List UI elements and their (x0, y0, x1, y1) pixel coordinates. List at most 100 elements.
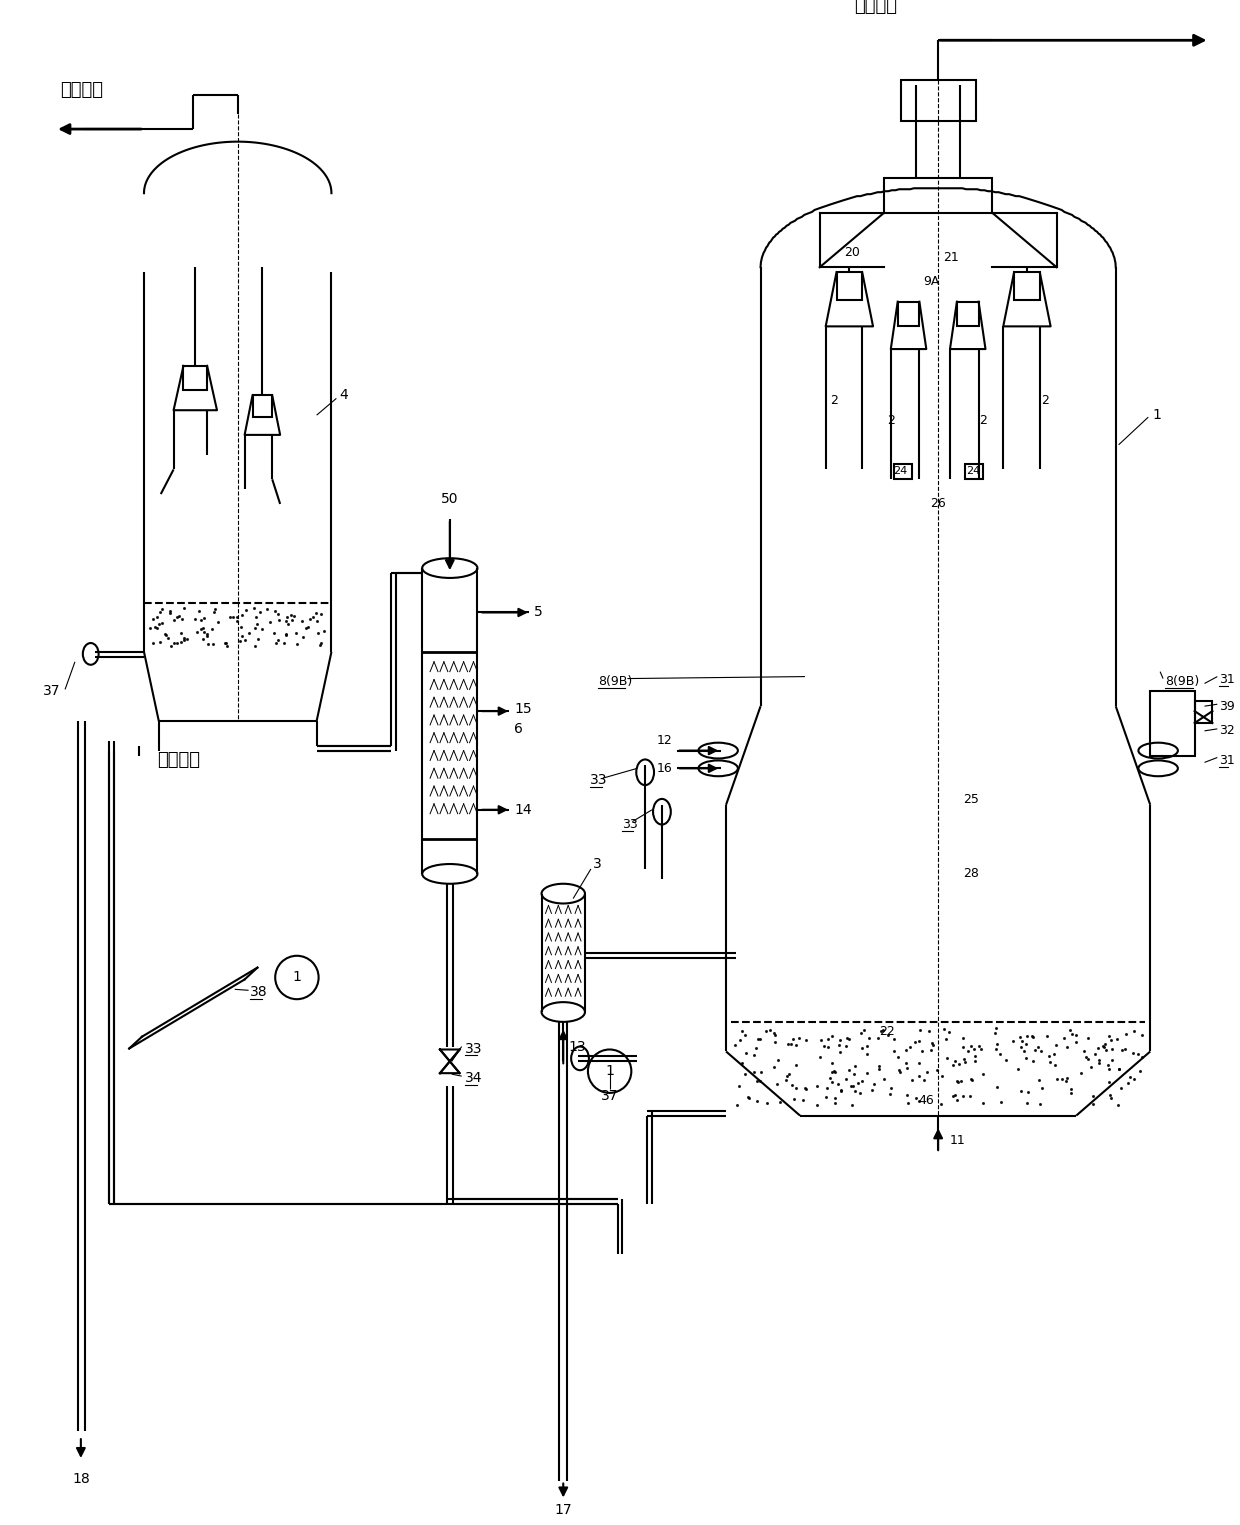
Point (1071, 1061, 1091, 1086)
Point (965, 1043, 985, 1068)
Point (884, 1039, 904, 1063)
Point (748, 1089, 768, 1113)
Point (986, 1016, 1006, 1040)
Point (175, 628, 195, 653)
Text: 3: 3 (593, 857, 601, 871)
Point (248, 627, 268, 651)
Point (822, 1069, 842, 1093)
Point (310, 633, 330, 657)
Point (1052, 1068, 1071, 1092)
Point (897, 1083, 916, 1107)
Point (1024, 1037, 1044, 1061)
Point (952, 1026, 972, 1051)
Point (961, 1066, 981, 1090)
Bar (1151, 691, 1194, 755)
Point (283, 608, 303, 633)
Point (739, 1086, 759, 1110)
Point (954, 1034, 973, 1058)
Point (874, 1066, 894, 1090)
Point (144, 630, 164, 654)
Point (962, 1068, 982, 1092)
Point (869, 1057, 889, 1081)
Point (836, 1066, 856, 1090)
Point (777, 1031, 797, 1055)
Point (945, 1083, 965, 1107)
Point (991, 1090, 1011, 1115)
Point (260, 610, 280, 634)
Point (1003, 1029, 1023, 1054)
Text: 32: 32 (1219, 724, 1235, 738)
Point (1063, 1022, 1083, 1046)
Point (1081, 1055, 1101, 1080)
Point (238, 621, 258, 645)
Point (828, 1072, 848, 1096)
Text: 再生烟气: 再生烟气 (60, 81, 103, 99)
Point (786, 1077, 806, 1101)
Point (996, 1048, 1016, 1072)
Point (756, 1090, 776, 1115)
Point (909, 1064, 929, 1089)
Point (939, 1020, 959, 1045)
Point (1044, 1042, 1064, 1066)
Point (293, 608, 312, 633)
Text: 46: 46 (919, 1095, 934, 1107)
Point (1030, 1092, 1050, 1116)
Point (985, 1022, 1004, 1046)
Point (247, 612, 267, 636)
Point (232, 602, 252, 627)
Text: 24: 24 (894, 467, 908, 476)
Point (765, 1023, 785, 1048)
Point (1110, 1057, 1130, 1081)
Point (970, 1034, 990, 1058)
Point (311, 631, 331, 656)
Point (208, 610, 228, 634)
Ellipse shape (636, 759, 653, 785)
Text: 2: 2 (1040, 393, 1049, 407)
Point (822, 1060, 842, 1084)
Text: 13: 13 (568, 1040, 585, 1054)
Point (764, 1055, 784, 1080)
Point (159, 627, 179, 651)
Point (1011, 1025, 1030, 1049)
Point (897, 1037, 916, 1061)
Point (852, 1020, 872, 1045)
Point (306, 601, 326, 625)
Point (965, 1037, 985, 1061)
Ellipse shape (698, 743, 738, 758)
Ellipse shape (1138, 761, 1178, 776)
Point (1102, 1037, 1122, 1061)
Point (844, 1054, 864, 1078)
Point (1056, 1069, 1076, 1093)
Text: 22: 22 (879, 1025, 895, 1039)
Point (851, 1081, 870, 1106)
Point (862, 1078, 882, 1103)
Point (728, 1093, 748, 1118)
Text: 37: 37 (601, 1089, 619, 1103)
Point (750, 1028, 770, 1052)
Point (836, 1034, 856, 1058)
Text: 21: 21 (944, 250, 959, 264)
Point (745, 1035, 765, 1060)
Point (817, 1075, 837, 1100)
Point (790, 1026, 810, 1051)
Point (231, 630, 250, 654)
Point (920, 1039, 940, 1063)
Point (909, 1089, 929, 1113)
Point (215, 631, 234, 656)
Point (264, 621, 284, 645)
Point (197, 624, 217, 648)
Point (1061, 1081, 1081, 1106)
Point (164, 608, 184, 633)
Point (949, 1052, 968, 1077)
Point (817, 1028, 837, 1052)
Point (859, 1026, 879, 1051)
Point (785, 1086, 805, 1110)
Point (1074, 1039, 1094, 1063)
Point (175, 596, 195, 621)
Point (185, 607, 205, 631)
Point (905, 1029, 925, 1054)
Point (244, 596, 264, 621)
Point (161, 633, 181, 657)
Point (947, 1087, 967, 1112)
Point (735, 1061, 755, 1086)
